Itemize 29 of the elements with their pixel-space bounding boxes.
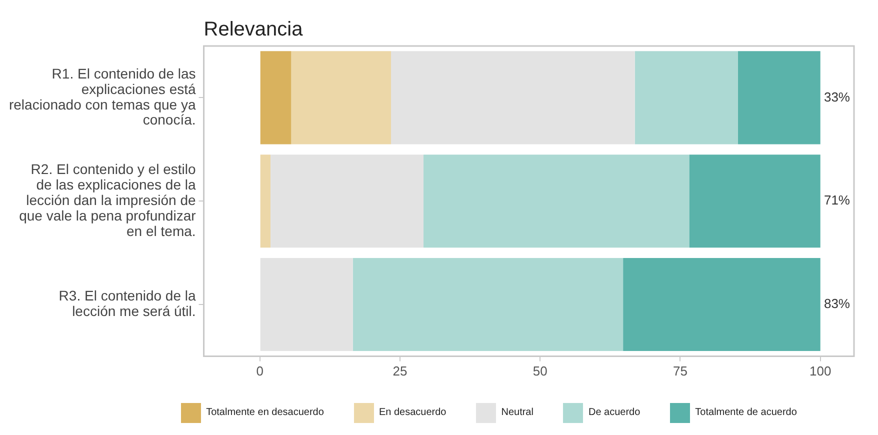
legend-label: De acuerdo	[588, 407, 640, 418]
bar	[424, 154, 690, 248]
bar	[634, 51, 738, 144]
bar	[260, 258, 353, 352]
bar	[623, 258, 820, 352]
bar	[260, 51, 292, 144]
annotation: 83%	[824, 296, 850, 312]
x-tick-label: 25	[392, 364, 408, 379]
legend-label: Neutral	[501, 407, 534, 418]
legend-label: Totalmente en desacuerdo	[206, 407, 324, 418]
x-tick-label: 50	[532, 364, 548, 379]
annotation: 33%	[824, 89, 850, 104]
y-tick-label: R3. El contenido de la lección me será útil.	[58, 288, 196, 320]
chart-title: Relevancia	[204, 18, 304, 41]
legend-label: Totalmente de acuerdo	[695, 407, 797, 418]
x-tick-label: 100	[810, 364, 832, 379]
x-tick-label: 75	[673, 364, 688, 379]
legend-label: En desacuerdo	[378, 407, 446, 418]
bar	[291, 51, 391, 144]
bar	[352, 258, 624, 352]
bar	[738, 51, 820, 144]
bar	[270, 154, 424, 248]
y-tick-label: R2. El contenido y el estilo de las explicaciones de la lección dan la impresión de que vale la pena profundizar en el tema.	[19, 161, 196, 239]
bar	[260, 154, 270, 248]
x-tick-label: 0	[256, 364, 264, 379]
bar	[391, 51, 635, 144]
y-tick-label: R1. El contenido de las explicaciones está relacionado con temas que ya conocía.	[8, 65, 196, 128]
annotation: 71%	[824, 192, 850, 208]
bar	[689, 154, 820, 248]
